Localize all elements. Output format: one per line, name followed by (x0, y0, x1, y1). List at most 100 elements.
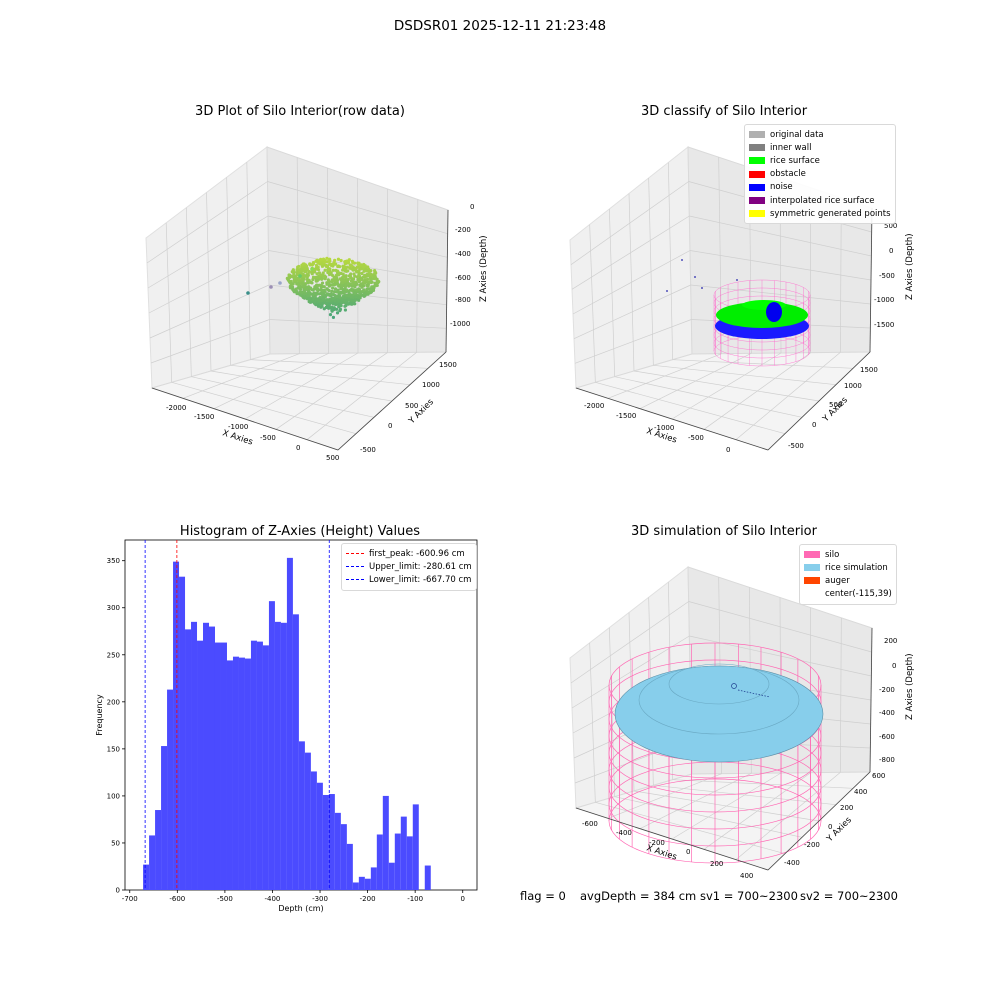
plot4-xtick: -200 (649, 839, 665, 847)
plot2-ztick: 500 (884, 222, 897, 230)
histogram-ylabel: Frequency (95, 694, 104, 736)
legend-swatch (804, 564, 820, 572)
grid-line (416, 199, 419, 353)
rice-point (349, 295, 353, 299)
legend-swatch (749, 210, 765, 218)
rice-point (323, 294, 328, 298)
histogram-bar (179, 576, 186, 890)
rice-point (302, 289, 307, 294)
plot2-xtick: -500 (688, 434, 704, 442)
plot1-title: 3D Plot of Silo Interior(row data) (195, 104, 405, 119)
rice-contour (638, 665, 800, 735)
noise-point (694, 276, 696, 278)
legend-line (346, 566, 364, 568)
rice-point (372, 286, 376, 290)
plot1-xtick: 0 (296, 444, 300, 452)
histogram-bar (280, 622, 287, 890)
rice-point (317, 271, 322, 275)
rice-point (333, 299, 337, 303)
legend-swatch (804, 591, 820, 598)
plot4-ytick: -400 (784, 859, 800, 867)
legend-item: obstacle (749, 168, 891, 181)
legend-item: noise (749, 181, 891, 194)
rice-point (324, 264, 329, 269)
rice-point (325, 256, 329, 261)
plot1-ztick: -200 (455, 226, 471, 234)
histogram-bar (197, 640, 204, 890)
plot2-ytick: 0 (812, 421, 816, 429)
histogram-bar (209, 626, 215, 890)
rice-point (333, 294, 337, 298)
rice-point (307, 300, 311, 304)
plot2-xtick: -2000 (584, 402, 604, 410)
rice-point (365, 277, 370, 281)
rice-point (345, 269, 349, 273)
plot2-legend: original data inner wall rice surface ob… (744, 124, 896, 225)
plot1-xtick: -2000 (166, 404, 186, 412)
rice-point (341, 278, 345, 282)
histogram-bar (406, 836, 413, 890)
footer-avg-depth: avgDepth = 384 cm (580, 889, 697, 903)
center-marker (731, 683, 737, 689)
plot4-3d-axes: -600 -400 -200 0 200 400 -400 -200 0 200… (569, 565, 914, 880)
rice-point (300, 277, 304, 281)
plot4-ytick: 200 (840, 804, 853, 812)
histogram-xtick-label: -500 (217, 895, 233, 903)
rice-point (316, 260, 320, 264)
histogram-ytick-label: 200 (107, 698, 120, 706)
legend-swatch (749, 183, 765, 191)
rice-point (336, 264, 341, 268)
rice-point (344, 303, 348, 308)
plot1-ztick: -800 (455, 296, 471, 304)
rice-point (325, 260, 329, 264)
legend-label: rice surface (770, 155, 820, 166)
grid-line (839, 617, 842, 773)
rice-point (289, 282, 294, 286)
grid-line (667, 162, 674, 360)
rice-point (337, 303, 341, 307)
rice-point (344, 288, 349, 292)
plot2-ztick: -1000 (874, 296, 894, 304)
rice-point (375, 277, 379, 281)
rice-point (345, 293, 349, 298)
rice-point (345, 259, 349, 263)
rice-point (312, 270, 317, 274)
rice-point (296, 286, 300, 290)
rice-point (326, 305, 330, 309)
histogram-ytick-label: 250 (107, 651, 120, 659)
rice-point (326, 270, 330, 275)
rice-point (305, 277, 309, 281)
histogram-bar (298, 741, 305, 890)
rice-point (292, 272, 296, 276)
plot1-ztick: -600 (455, 274, 471, 282)
histogram-bar (155, 810, 162, 890)
footer-flag: flag = 0 (520, 889, 566, 903)
histogram-bar (304, 752, 311, 890)
histogram-bar (388, 862, 395, 890)
rice-point (326, 267, 330, 272)
histogram-ytick-label: 300 (107, 604, 120, 612)
histogram-bar (185, 629, 192, 890)
histogram-bar (143, 864, 150, 890)
legend-label: auger (825, 575, 850, 586)
rice-point (339, 271, 343, 276)
legend-swatch (749, 157, 765, 165)
histogram-bar (149, 835, 156, 890)
histogram-ytick-label: 50 (111, 839, 120, 847)
rice-point (323, 290, 327, 294)
rice-point (334, 307, 339, 311)
legend-item: Upper_limit: -280.61 cm (346, 560, 472, 573)
rice-point (291, 269, 295, 273)
rice-point (328, 262, 332, 266)
rice-point (306, 281, 310, 285)
rice-point (333, 279, 338, 283)
rice-point (311, 262, 315, 266)
footer-sv1: sv1 = 700~2300 (700, 889, 798, 903)
rice-point (326, 281, 330, 286)
histogram-bar (370, 867, 377, 890)
grid-line (246, 162, 251, 360)
rice-point (366, 284, 370, 288)
plot4-ztick: -800 (879, 756, 895, 764)
rice-point (352, 261, 357, 265)
grid-line (735, 352, 841, 440)
